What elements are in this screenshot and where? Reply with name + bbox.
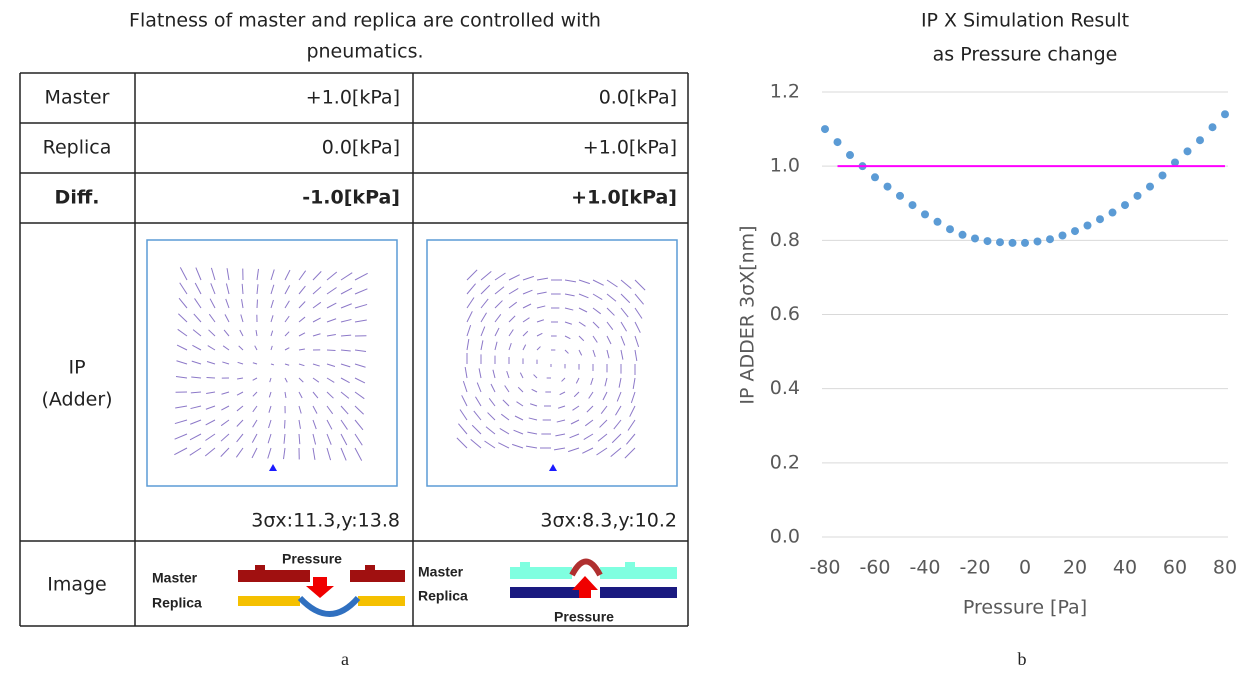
cell: +1.0[kPa] <box>306 87 400 109</box>
point <box>1109 209 1117 217</box>
point <box>834 138 842 146</box>
diagram-label: Pressure <box>282 551 342 567</box>
x-tick-label: 40 <box>1113 557 1137 579</box>
point <box>1146 183 1154 191</box>
point <box>1134 192 1142 200</box>
table-title: pneumatics. <box>306 41 423 63</box>
y-axis-label: IP ADDER 3σX[nm] <box>737 225 759 404</box>
point <box>946 225 954 233</box>
point <box>1196 136 1204 144</box>
caption: b <box>1018 649 1027 669</box>
point <box>971 234 979 242</box>
x-tick-label: 60 <box>1163 557 1187 579</box>
point <box>1121 201 1129 209</box>
plot: 0.0 0.2 0.4 0.6 0.8 1.0 1.2 -80 -60 -40 -20 0 20 40 60… <box>770 81 1237 579</box>
cell: 0.0[kPa] <box>322 137 400 159</box>
chart-subtitle: as Pressure change <box>933 44 1118 66</box>
point <box>846 151 854 159</box>
x-tick-label: 20 <box>1063 557 1087 579</box>
diagram-label: Master <box>152 570 198 586</box>
diagram-label: Replica <box>418 588 468 604</box>
point <box>959 231 967 239</box>
caption: a <box>341 649 349 669</box>
diagram-label: Pressure <box>554 609 614 625</box>
point <box>1084 222 1092 230</box>
point <box>1046 235 1054 243</box>
point <box>821 125 829 133</box>
diagram-label: Master <box>418 564 464 580</box>
point <box>871 173 879 181</box>
diagram <box>510 562 677 599</box>
diagram-label: Replica <box>152 595 202 611</box>
x-tick-label: 80 <box>1213 557 1237 579</box>
point <box>1009 239 1017 247</box>
point <box>1034 237 1042 245</box>
vector-map <box>427 240 677 486</box>
y-tick-label: 0.8 <box>770 229 800 251</box>
x-axis-label: Pressure [Pa] <box>963 597 1087 619</box>
point <box>1071 227 1079 235</box>
row-label: Replica <box>43 137 112 159</box>
y-tick-label: 1.0 <box>770 155 800 177</box>
row-label: Image <box>47 574 107 596</box>
row-label: IP <box>68 357 85 379</box>
row-label: (Adder) <box>41 389 112 411</box>
point <box>1159 171 1167 179</box>
point <box>1096 215 1104 223</box>
point <box>1021 239 1029 247</box>
row-label: Diff. <box>55 187 100 209</box>
point <box>1209 123 1217 131</box>
y-tick-label: 0.0 <box>770 526 800 548</box>
point <box>1059 232 1067 240</box>
y-tick-label: 0.4 <box>770 377 800 399</box>
y-tick-label: 1.2 <box>770 81 800 103</box>
cell: 0.0[kPa] <box>599 87 677 109</box>
point <box>884 183 892 191</box>
ip-result: 3σx:8.3,y:10.2 <box>540 510 677 532</box>
x-tick-label: -40 <box>909 557 940 579</box>
point <box>909 201 917 209</box>
cell: +1.0[kPa] <box>583 137 677 159</box>
point <box>1184 147 1192 155</box>
point <box>996 238 1004 246</box>
cell: -1.0[kPa] <box>302 187 400 209</box>
point <box>934 218 942 226</box>
point <box>1221 110 1229 118</box>
row-label: Master <box>45 87 110 109</box>
cell: +1.0[kPa] <box>571 187 677 209</box>
y-tick-label: 0.2 <box>770 451 800 473</box>
point <box>921 210 929 218</box>
ip-result: 3σx:11.3,y:13.8 <box>251 510 400 532</box>
x-tick-label: -80 <box>809 557 840 579</box>
y-tick-label: 0.6 <box>770 303 800 325</box>
diagram <box>238 565 405 614</box>
x-tick-label: -60 <box>859 557 890 579</box>
chart-title: IP X Simulation Result <box>921 10 1129 32</box>
table-title: Flatness of master and replica are contr… <box>129 10 601 32</box>
point <box>896 192 904 200</box>
x-tick-label: -20 <box>959 557 990 579</box>
point <box>984 237 992 245</box>
x-tick-label: 0 <box>1019 557 1031 579</box>
